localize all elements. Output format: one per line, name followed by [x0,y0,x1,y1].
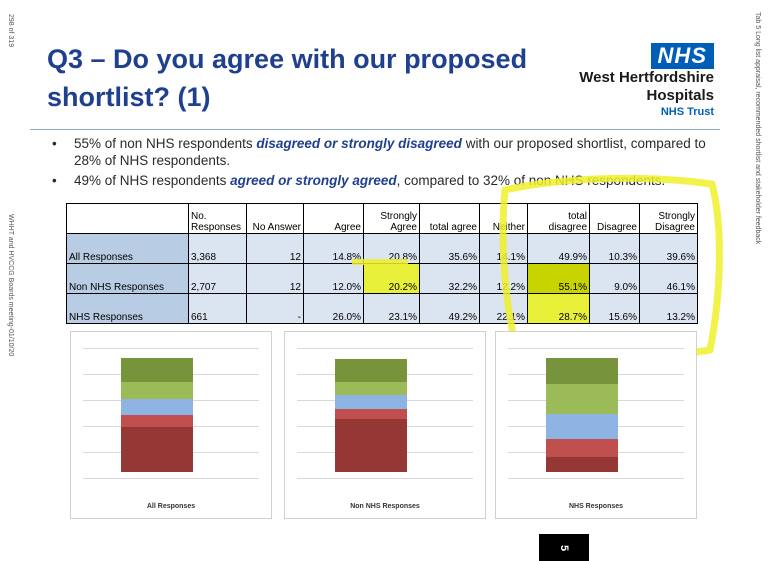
bar-segment-disagree [335,409,407,420]
bullet-list: 55% of non NHS respondents disagreed or … [50,136,720,194]
table-cell: 35.6% [419,233,480,264]
table-cell: 39.6% [639,233,698,264]
table-header-row: No. Responses No Answer Agree Strongly A… [66,203,698,234]
table-cell: 46.1% [639,263,698,294]
table-cell: 3,368 [188,233,247,264]
trust-label: NHS Trust [660,106,714,118]
bar-segment-strongly-disagree [335,419,407,472]
table-header-cell: Neither [479,203,528,234]
table-header-cell: total agree [419,203,480,234]
bar-segment-neither [335,395,407,410]
chart-label: All Responses [146,503,196,510]
nhs-badge: NHS [650,43,714,69]
table-row: NHS Responses 661 - 26.0% 23.1% 49.2% 22… [66,293,698,324]
responses-table: No. Responses No Answer Agree Strongly A… [66,203,698,324]
bullet-item: 55% of non NHS respondents disagreed or … [50,136,720,169]
table-cell: 15.6% [589,293,640,324]
org-name-line2: Hospitals [646,87,714,104]
table-cell-highlighted: 20.2% [363,263,420,294]
table-header-cell: No Answer [246,203,304,234]
bar-segment-disagree [546,439,618,457]
table-header-cell: Strongly Agree [363,203,420,234]
table-cell: 14.8% [303,233,364,264]
table-cell: - [246,293,304,324]
divider [30,129,720,130]
table-cell: 22.1% [479,293,528,324]
bar-segment-strongly-disagree [121,426,193,472]
table-cell: 32.2% [419,263,480,294]
table-cell: 14.1% [479,233,528,264]
chart-non-nhs-responses: Non NHS Responses [284,331,486,519]
table-cell: 9.0% [589,263,640,294]
stacked-bar [546,358,618,472]
page-number: 298 of 319 [7,14,14,48]
table-cell-highlighted: 55.1% [527,263,590,294]
tab-note: Tab 5 Long list appraisal, recommended s… [754,12,761,245]
meeting-caption: WHHT and HVCCG Boards meeting-01/10/20 [7,214,14,357]
chart-all-responses: All Responses [70,331,272,519]
table-cell-highlighted: 28.7% [527,293,590,324]
table-header-cell: Strongly Disagree [639,203,698,234]
row-label: NHS Responses [66,293,189,324]
slide-title: Q3 – Do you agree with our proposed shor… [47,44,528,112]
table-cell: 12 [246,263,304,294]
table-cell: 13.2% [639,293,698,324]
table-cell: 2,707 [188,263,247,294]
bar-segment-strongly-agree [121,358,193,383]
table-cell: 26.0% [303,293,364,324]
bar-segment-agree [121,382,193,400]
nhs-logo: NHS West Hertfordshire Hospitals NHS Tru… [579,43,714,119]
chart-nhs-responses: NHS Responses [495,331,697,519]
stacked-bar [121,358,193,472]
table-cell: 12 [246,233,304,264]
org-name-line1: West Hertfordshire [579,69,714,86]
table-cell: 661 [188,293,247,324]
table-header-cell [66,203,189,234]
table-cell: 12.0% [303,263,364,294]
bar-segment-neither [546,413,618,440]
bar-segment-disagree [121,415,193,427]
left-margin: 298 of 319 WHHT and HVCCG Boards meeting… [6,14,16,534]
table-cell: 20.8% [363,233,420,264]
bar-segment-neither [121,399,193,416]
table-row: All Responses 3,368 12 14.8% 20.8% 35.6%… [66,233,698,264]
bar-segment-strongly-agree [335,358,407,382]
table-cell: 49.9% [527,233,590,264]
table-row: Non NHS Responses 2,707 12 12.0% 20.2% 3… [66,263,698,294]
bar-segment-agree [546,384,618,414]
table-cell: 10.3% [589,233,640,264]
table-header-cell: total disagree [527,203,590,234]
table-header-cell: Disagree [589,203,640,234]
bullet-item: 49% of NHS respondents agreed or strongl… [50,173,720,190]
chart-label: NHS Responses [568,503,624,510]
table-header-cell: No. Responses [188,203,247,234]
row-label: All Responses [66,233,189,264]
table-header-cell: Agree [303,203,364,234]
table-cell: 12.2% [479,263,528,294]
table-cell: 49.2% [419,293,480,324]
bar-segment-agree [335,381,407,396]
chart-label: Non NHS Responses [350,503,420,510]
table-cell: 23.1% [363,293,420,324]
bar-segment-strongly-agree [546,358,618,385]
stacked-bar [335,358,407,472]
slide-number: 5 [539,534,589,561]
bar-segment-strongly-disagree [546,456,618,472]
row-label: Non NHS Responses [66,263,189,294]
